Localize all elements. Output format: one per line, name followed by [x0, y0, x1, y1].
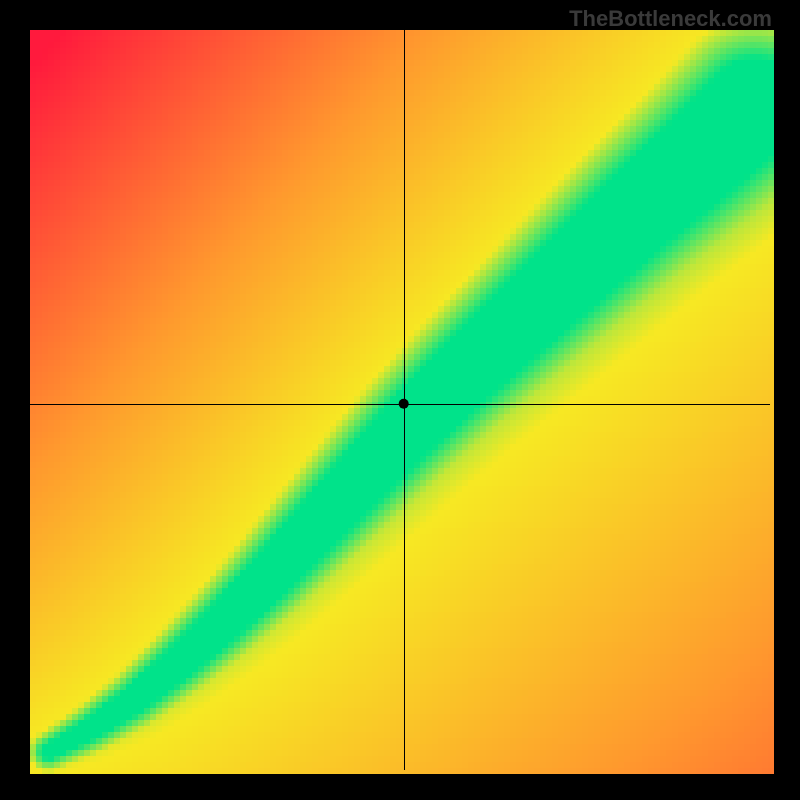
- watermark-label: TheBottleneck.com: [569, 6, 772, 32]
- chart-container: TheBottleneck.com: [0, 0, 800, 800]
- heatmap-canvas: [0, 0, 800, 800]
